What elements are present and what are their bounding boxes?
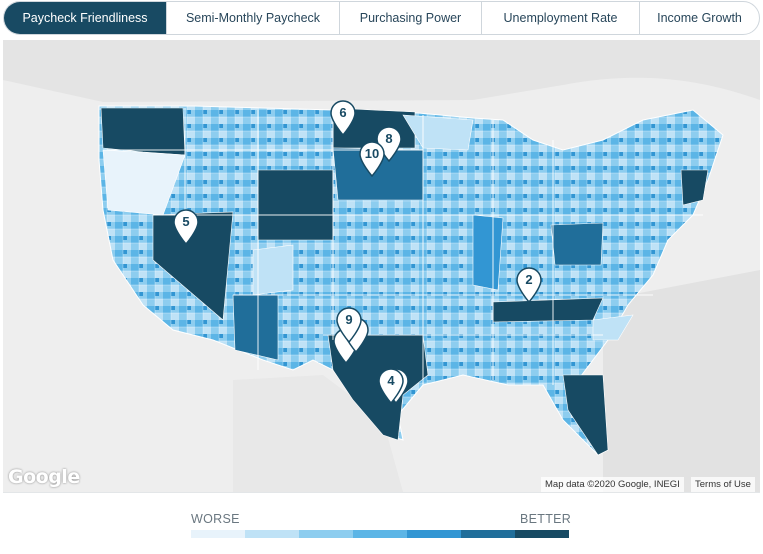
- google-logo: Google: [8, 466, 80, 488]
- map-canvas[interactable]: [3, 40, 760, 492]
- pin-label: 4: [387, 373, 395, 388]
- pin-label: 9: [345, 312, 353, 327]
- legend-swatch: [191, 530, 245, 538]
- county-map[interactable]: 6 8 10 5 2 9 4 Google Map data ©2020 Goo…: [3, 40, 760, 492]
- pin-label: 10: [364, 146, 380, 161]
- legend-color-scale: [191, 530, 569, 538]
- legend: WORSE BETTER: [3, 492, 760, 554]
- tab-paycheck-friendliness[interactable]: Paycheck Friendliness: [4, 2, 166, 34]
- rank-pin[interactable]: 4: [377, 368, 405, 404]
- pin-label: 5: [182, 214, 190, 229]
- tab-income-growth[interactable]: Income Growth: [639, 2, 759, 34]
- legend-worse-label: WORSE: [191, 512, 240, 526]
- tab-unemployment-rate[interactable]: Unemployment Rate: [481, 2, 639, 34]
- map-attribution: Map data ©2020 Google, INEGI: [541, 477, 684, 492]
- legend-swatch: [245, 530, 299, 538]
- legend-better-label: BETTER: [520, 512, 572, 526]
- pin-label: 2: [525, 272, 533, 287]
- state-borders: [103, 108, 703, 385]
- legend-swatch: [515, 530, 569, 538]
- rank-pin[interactable]: 5: [172, 209, 200, 245]
- legend-swatch: [299, 530, 353, 538]
- tab-semi-monthly-paycheck[interactable]: Semi-Monthly Paycheck: [166, 2, 339, 34]
- metric-tabs: Paycheck Friendliness Semi-Monthly Paych…: [3, 1, 760, 35]
- legend-swatch: [461, 530, 515, 538]
- light-regions: [102, 114, 634, 341]
- pin-label: 8: [385, 131, 393, 146]
- legend-swatch: [353, 530, 407, 538]
- tab-purchasing-power[interactable]: Purchasing Power: [339, 2, 481, 34]
- dark-regions: [100, 107, 709, 456]
- rank-pin[interactable]: 6: [329, 100, 357, 136]
- rank-pin[interactable]: 9: [335, 307, 363, 343]
- pin-label: 6: [339, 105, 347, 120]
- rank-pin[interactable]: 10: [358, 141, 386, 177]
- legend-swatch: [407, 530, 461, 538]
- canada-region: [3, 40, 760, 102]
- rank-pin[interactable]: 2: [515, 267, 543, 303]
- terms-of-use-link[interactable]: Terms of Use: [691, 477, 755, 492]
- atlantic-ocean: [603, 270, 760, 492]
